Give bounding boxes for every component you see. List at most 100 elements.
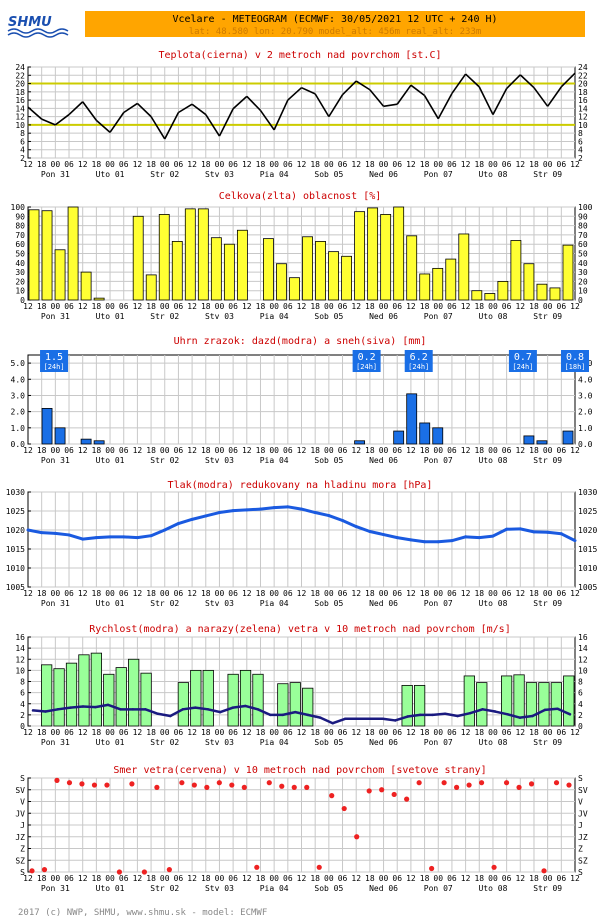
wind-direction-point bbox=[291, 784, 297, 791]
temp-line-segment bbox=[136, 102, 152, 118]
x-tick-label: 00 bbox=[379, 160, 389, 169]
x-tick-label: 06 bbox=[228, 160, 238, 169]
gust-bar bbox=[115, 667, 127, 727]
gust-bar bbox=[202, 669, 214, 727]
x-tick-label: 12 bbox=[78, 446, 88, 455]
day-label: Sob 05 bbox=[314, 170, 343, 179]
x-tick-label: 18 bbox=[146, 446, 156, 455]
x-tick-label: 18 bbox=[92, 302, 102, 311]
day-label: Pon 31 bbox=[41, 738, 70, 747]
precip-total-box bbox=[561, 350, 589, 372]
y-tick-label-left: 40 bbox=[15, 259, 25, 268]
precip-total-label: 6.2[24h] bbox=[404, 350, 433, 372]
x-tick-label: 06 bbox=[174, 446, 184, 455]
x-tick-label: 18 bbox=[310, 589, 320, 598]
x-tick-label: 18 bbox=[310, 302, 320, 311]
day-label: Uto 08 bbox=[478, 170, 507, 179]
y-tick-label-right: JZ bbox=[578, 833, 588, 842]
gust-bar bbox=[128, 658, 140, 727]
y-tick-label-right: 6 bbox=[578, 137, 583, 146]
cloud-bar bbox=[276, 263, 287, 301]
y-tick-label-right: 14 bbox=[578, 104, 588, 113]
pressure-line-segment bbox=[94, 535, 112, 540]
x-tick-label: 12 bbox=[297, 589, 307, 598]
x-tick-label: 00 bbox=[488, 728, 498, 737]
x-tick-label: 18 bbox=[310, 728, 320, 737]
y-tick-label-right: 0 bbox=[578, 722, 583, 731]
day-label: Str 02 bbox=[150, 599, 179, 608]
y-tick-label-right: 4.0 bbox=[578, 375, 593, 384]
wind-speed-line-segment bbox=[256, 708, 272, 717]
x-tick-label: 12 bbox=[406, 446, 416, 455]
precip-bar bbox=[432, 427, 444, 445]
y-tick-label-right: 4 bbox=[578, 700, 583, 709]
day-label: Stv 03 bbox=[205, 738, 234, 747]
x-tick-label: 06 bbox=[228, 302, 238, 311]
wind-speed-line-segment bbox=[81, 705, 97, 709]
cloud-bar bbox=[458, 233, 470, 301]
y-tick-label-right: 1020 bbox=[578, 526, 597, 535]
precip-total-label: 0.7[24h] bbox=[508, 350, 537, 372]
y-tick-label-right: V bbox=[578, 798, 583, 807]
cloud-bar bbox=[171, 241, 183, 301]
x-tick-label: 06 bbox=[64, 302, 74, 311]
wind-speed-line-segment bbox=[219, 706, 235, 714]
y-tick-label-left: 2 bbox=[20, 711, 25, 720]
precip-bar bbox=[80, 438, 92, 445]
y-tick-label-left: 12 bbox=[15, 113, 25, 122]
logo-text: SHMU bbox=[8, 15, 52, 30]
y-tick-label-right: 1.0 bbox=[578, 424, 593, 433]
x-tick-label: 12 bbox=[570, 728, 580, 737]
x-tick-label: 00 bbox=[160, 446, 170, 455]
x-tick-label: 12 bbox=[78, 160, 88, 169]
gust-bar bbox=[227, 673, 239, 727]
gust-bar bbox=[413, 684, 426, 727]
y-tick-label-right: 50 bbox=[578, 250, 588, 259]
y-tick-label-left: 0 bbox=[20, 722, 25, 731]
y-tick-label-left: 0.0 bbox=[11, 440, 26, 449]
x-tick-label: 00 bbox=[324, 160, 334, 169]
x-tick-label: 12 bbox=[133, 874, 143, 883]
x-tick-label: 06 bbox=[174, 302, 184, 311]
temp-line-segment bbox=[164, 112, 180, 140]
x-tick-label: 06 bbox=[64, 728, 74, 737]
x-tick-label: 18 bbox=[420, 589, 430, 598]
wind-direction-point bbox=[266, 780, 272, 786]
x-tick-label: 12 bbox=[515, 446, 525, 455]
wind-direction-point bbox=[241, 784, 247, 791]
y-tick-label-right: S bbox=[578, 774, 583, 783]
y-tick-label-left: 4.0 bbox=[11, 375, 26, 384]
gust-bar bbox=[103, 673, 115, 727]
x-tick-label: 00 bbox=[105, 874, 115, 883]
pressure-line-segment bbox=[477, 534, 495, 540]
chart-panels: 12 18 00 06 12 18 00 06 12 18 00 06 12 18 00 06 12 18 00 06… bbox=[6, 50, 598, 893]
gust-bar bbox=[550, 682, 562, 727]
y-tick-label-right: 100 bbox=[578, 203, 593, 212]
pressure-line-segment bbox=[122, 535, 139, 540]
day-label: Pia 04 bbox=[260, 456, 289, 465]
wind-speed-chart-title: Rychlost(modra) a narazy(zelena) vetra v… bbox=[89, 624, 510, 635]
x-tick-label: 12 bbox=[570, 302, 580, 311]
day-label: Pon 07 bbox=[424, 312, 453, 321]
y-tick-label-left: 60 bbox=[15, 240, 25, 249]
wind-speed-line-segment bbox=[531, 708, 547, 718]
y-tick-label-right: 8 bbox=[578, 129, 583, 138]
day-label: Stv 03 bbox=[205, 456, 234, 465]
cloud-bar bbox=[328, 251, 339, 301]
x-tick-label: 06 bbox=[557, 728, 567, 737]
x-tick-label: 12 bbox=[187, 302, 197, 311]
header-title: Vcelare - METEOGRAM (ECMWF: 30/05/2021 1… bbox=[172, 14, 497, 25]
x-tick-label: 12 bbox=[242, 302, 252, 311]
wind-speed-line-segment bbox=[106, 703, 122, 711]
x-tick-label: 06 bbox=[283, 302, 293, 311]
x-tick-label: 12 bbox=[570, 446, 580, 455]
x-tick-label: 06 bbox=[338, 589, 348, 598]
x-tick-label: 00 bbox=[105, 446, 115, 455]
y-tick-label-right: 60 bbox=[578, 240, 588, 249]
cloud-bar bbox=[132, 215, 144, 301]
day-label: Pia 04 bbox=[260, 738, 289, 747]
y-tick-label-left: 18 bbox=[15, 88, 25, 97]
logo-wave-icon-2 bbox=[7, 32, 69, 38]
y-tick-label-right: 1015 bbox=[578, 545, 597, 554]
temp-line-segment bbox=[546, 86, 562, 107]
